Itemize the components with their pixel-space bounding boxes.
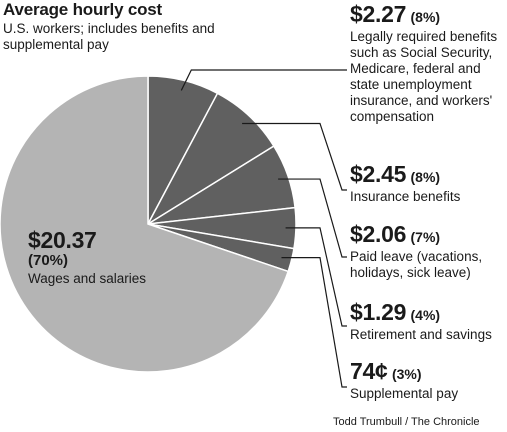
credit-line: Todd Trumbull / The Chronicle <box>333 416 480 428</box>
leader-line-paid-leave <box>278 178 347 258</box>
chart-title: Average hourly cost <box>3 0 163 19</box>
amount-retirement: $1.29 <box>350 299 407 325</box>
desc-paid-leave: Paid leave (vacations, holidays, sick le… <box>350 249 483 280</box>
percent-paid-leave: (7%) <box>410 229 441 245</box>
desc-wages: Wages and salaries <box>28 271 147 286</box>
leader-line-retirement <box>285 227 347 327</box>
percent-supplemental: (3%) <box>391 366 422 382</box>
percent-retirement: (4%) <box>410 307 441 323</box>
label-supplemental: 74¢ (3%) Supplemental pay <box>350 359 507 402</box>
chart-subtitle: U.S. workers; includes benefits and supp… <box>3 21 215 52</box>
label-legally-required: $2.27 (8%) Legally required benefits suc… <box>350 2 507 125</box>
amount-supplemental: 74¢ <box>350 358 388 384</box>
desc-supplemental: Supplemental pay <box>350 386 459 401</box>
desc-insurance: Insurance benefits <box>350 189 461 204</box>
percent-insurance: (8%) <box>410 169 441 185</box>
label-wages: $20.37 (70%) Wages and salaries <box>28 228 188 287</box>
percent-wages: (70%) <box>28 252 69 269</box>
leader-line-supplemental <box>281 256 347 388</box>
leader-line-legally-required <box>180 69 347 91</box>
desc-retirement: Retirement and savings <box>350 327 492 342</box>
label-insurance: $2.45 (8%) Insurance benefits <box>350 162 507 205</box>
desc-legally-required: Legally required benefits such as Social… <box>350 29 498 124</box>
pie-slice-wages <box>0 75 290 373</box>
percent-legally-required: (8%) <box>410 9 441 25</box>
amount-legally-required: $2.27 <box>350 1 407 27</box>
leader-line-insurance <box>242 122 347 191</box>
label-retirement: $1.29 (4%) Retirement and savings <box>350 300 507 343</box>
amount-insurance: $2.45 <box>350 161 407 187</box>
amount-paid-leave: $2.06 <box>350 221 407 247</box>
label-paid-leave: $2.06 (7%) Paid leave (vacations, holida… <box>350 222 507 281</box>
amount-wages: $20.37 <box>28 227 97 253</box>
